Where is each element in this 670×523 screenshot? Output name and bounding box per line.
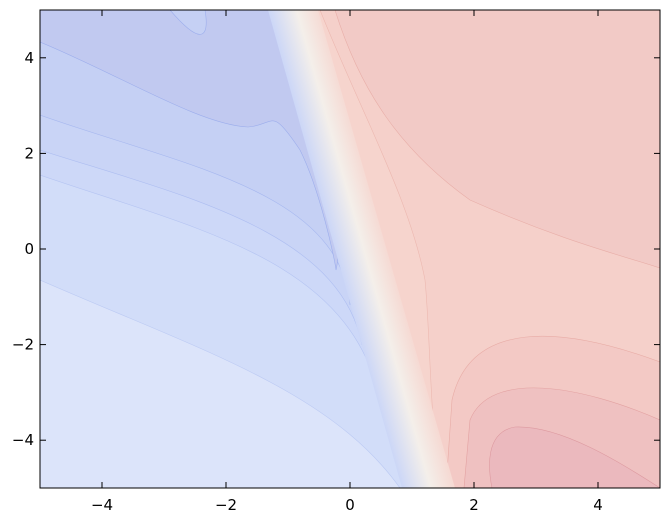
y-tick-label: 4: [24, 49, 34, 67]
x-tick-label: −4: [91, 496, 113, 514]
y-tick-label: −4: [12, 431, 34, 449]
y-tick-label: −2: [12, 336, 34, 354]
x-tick-label: 0: [345, 496, 355, 514]
y-tick-label: 2: [24, 144, 34, 162]
y-tick-label: 0: [24, 240, 34, 258]
x-tick-label: 4: [593, 496, 603, 514]
x-tick-label: 2: [469, 496, 479, 514]
x-tick-label: −2: [215, 496, 237, 514]
contour-fill: [40, 10, 660, 488]
